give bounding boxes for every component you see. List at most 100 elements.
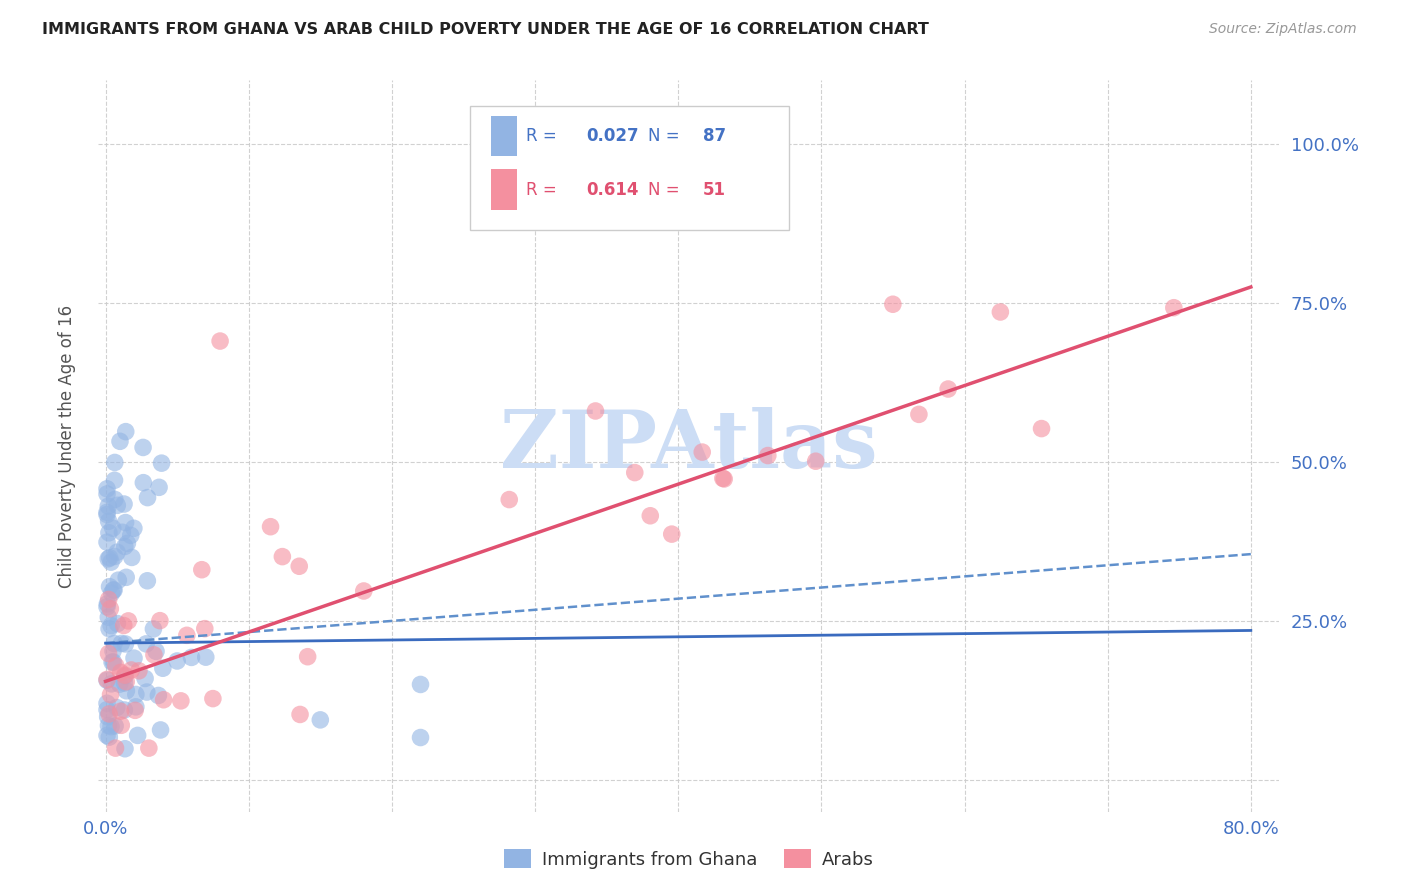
- Point: [96, 728, 118, 742]
- Point: [152, 661, 174, 675]
- Text: ZIPAtlas: ZIPAtlas: [501, 407, 877, 485]
- Point: [125, 688, 148, 702]
- Point: [191, 563, 214, 577]
- Text: N =: N =: [648, 127, 685, 145]
- Point: [96, 482, 118, 496]
- Point: [103, 473, 125, 487]
- FancyBboxPatch shape: [471, 106, 789, 230]
- Point: [804, 454, 827, 468]
- Point: [96, 597, 118, 611]
- Point: [201, 691, 224, 706]
- Point: [209, 334, 232, 348]
- Point: [498, 492, 520, 507]
- Point: [100, 555, 122, 569]
- Point: [98, 706, 121, 721]
- Point: [120, 663, 142, 677]
- Text: N =: N =: [648, 181, 685, 199]
- Point: [148, 689, 170, 703]
- Point: [122, 521, 145, 535]
- Point: [117, 614, 139, 628]
- Point: [103, 582, 125, 597]
- Point: [135, 685, 157, 699]
- Point: [756, 449, 779, 463]
- Point: [908, 408, 931, 422]
- Point: [100, 586, 122, 600]
- Y-axis label: Child Poverty Under the Age of 16: Child Poverty Under the Age of 16: [58, 304, 76, 588]
- Point: [120, 528, 142, 542]
- Point: [990, 305, 1012, 319]
- FancyBboxPatch shape: [491, 116, 516, 156]
- Point: [97, 552, 120, 566]
- Point: [638, 508, 661, 523]
- Point: [96, 535, 118, 549]
- Point: [121, 550, 143, 565]
- Point: [409, 731, 432, 745]
- Point: [132, 441, 155, 455]
- Point: [104, 659, 127, 673]
- Point: [112, 618, 135, 632]
- Point: [97, 514, 120, 528]
- Point: [936, 382, 959, 396]
- Point: [110, 704, 132, 718]
- Point: [114, 668, 136, 682]
- Point: [105, 700, 128, 714]
- Point: [104, 719, 127, 733]
- Point: [112, 703, 135, 717]
- Point: [97, 718, 120, 732]
- Point: [259, 519, 281, 533]
- Point: [128, 664, 150, 678]
- Point: [882, 297, 904, 311]
- Point: [103, 655, 125, 669]
- Point: [98, 580, 121, 594]
- Point: [288, 707, 311, 722]
- Point: [115, 570, 138, 584]
- Point: [100, 618, 122, 632]
- Point: [271, 549, 294, 564]
- Text: IMMIGRANTS FROM GHANA VS ARAB CHILD POVERTY UNDER THE AGE OF 16 CORRELATION CHAR: IMMIGRANTS FROM GHANA VS ARAB CHILD POVE…: [42, 22, 929, 37]
- Point: [585, 404, 607, 418]
- Point: [100, 677, 122, 691]
- Point: [96, 505, 118, 519]
- Point: [117, 536, 139, 550]
- Point: [1031, 421, 1053, 435]
- Point: [136, 491, 159, 505]
- Point: [690, 445, 713, 459]
- Point: [125, 699, 148, 714]
- Legend: Immigrants from Ghana, Arabs: Immigrants from Ghana, Arabs: [496, 842, 882, 876]
- Point: [107, 616, 129, 631]
- Point: [194, 622, 217, 636]
- Point: [142, 622, 165, 636]
- Point: [100, 688, 122, 702]
- Point: [112, 497, 135, 511]
- Text: Source: ZipAtlas.com: Source: ZipAtlas.com: [1209, 22, 1357, 37]
- Text: 0.027: 0.027: [586, 127, 638, 145]
- Point: [149, 614, 172, 628]
- Point: [180, 650, 202, 665]
- Point: [194, 650, 217, 665]
- Point: [288, 559, 311, 574]
- Point: [98, 730, 121, 744]
- Point: [107, 573, 129, 587]
- Point: [103, 583, 125, 598]
- Point: [1163, 301, 1185, 315]
- Point: [134, 672, 156, 686]
- Point: [115, 674, 138, 689]
- FancyBboxPatch shape: [491, 169, 516, 210]
- Point: [97, 610, 120, 624]
- Point: [132, 475, 155, 490]
- Point: [108, 677, 131, 691]
- Point: [148, 480, 170, 494]
- Point: [96, 696, 118, 710]
- Point: [166, 654, 188, 668]
- Point: [661, 527, 683, 541]
- Point: [97, 647, 120, 661]
- Point: [97, 710, 120, 724]
- Point: [114, 637, 136, 651]
- Point: [105, 545, 128, 559]
- Point: [114, 676, 136, 690]
- Point: [297, 649, 319, 664]
- Point: [136, 574, 159, 588]
- Point: [104, 492, 127, 507]
- Text: R =: R =: [526, 181, 562, 199]
- Point: [104, 549, 127, 564]
